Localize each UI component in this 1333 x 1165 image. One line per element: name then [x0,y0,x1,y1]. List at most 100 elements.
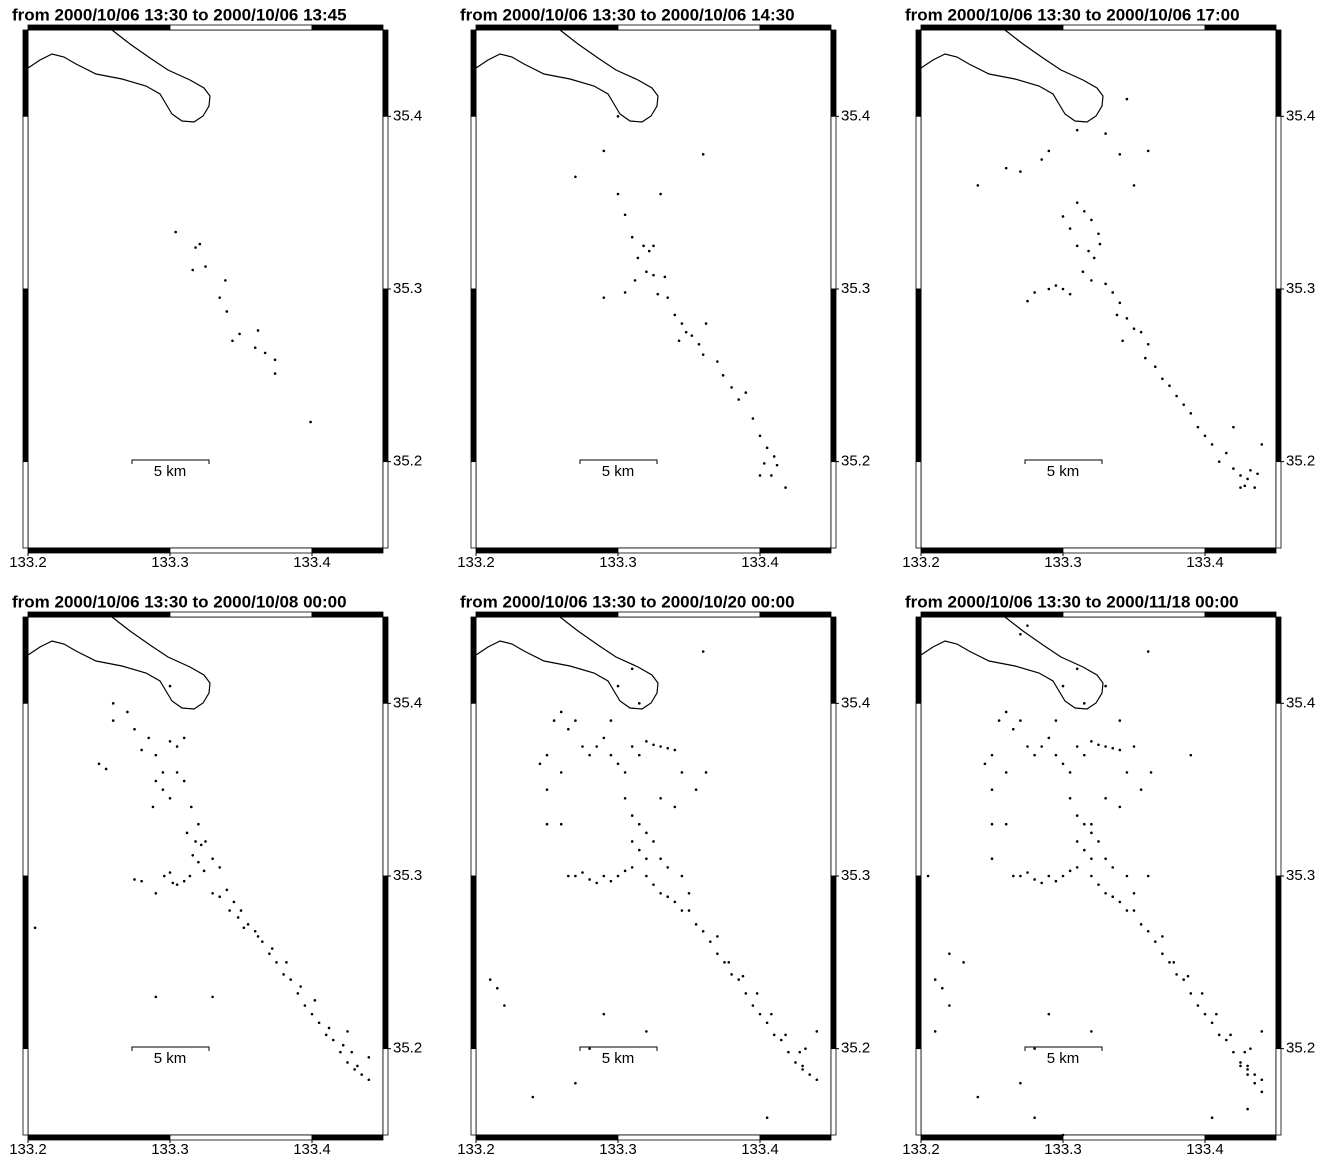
scale-label: 5 km [1047,463,1080,480]
epicenter [1225,451,1228,455]
epicenter [496,986,499,990]
epicenter [161,771,165,774]
epicenter [623,797,627,800]
epicenter [1104,684,1107,688]
x-tick-label: 133.2 [457,554,495,571]
x-tick-label: 133.4 [293,1141,331,1158]
epicenter [1083,702,1086,705]
epicenter [1075,667,1079,671]
epicenter [1040,745,1043,748]
epicenter [1083,822,1086,826]
frame-segment [830,115,837,290]
epicenter [659,745,662,748]
epicenter [1118,900,1122,904]
epicenter [770,1012,773,1016]
epicenter [1019,874,1022,878]
frame-segment [1275,875,1282,1050]
epicenter [1168,961,1171,964]
epicenter [194,840,197,843]
epicenter [680,322,684,325]
epicenter [1139,330,1143,334]
epicenter [941,986,944,990]
epicenter [645,270,648,274]
y-tick-label: 35.3 [1286,867,1315,884]
epicenter [1054,719,1058,722]
epicenter [704,322,708,325]
epicenter [623,291,627,294]
epicenter [1215,1012,1218,1016]
epicenter [730,973,733,976]
epicenter [350,1050,354,1054]
epicenter [701,153,705,156]
epicenter [552,719,556,722]
epicenter [765,446,769,450]
frame-segment [382,461,389,549]
epicenter [673,748,677,752]
frame-segment [22,29,29,117]
y-tick-label: 35.2 [841,453,870,470]
epicenter [652,840,655,843]
epicenter [574,719,577,722]
epicenter [697,342,701,346]
epicenter [623,869,627,873]
epicenter [1090,740,1093,743]
frame-segment [617,611,761,618]
x-tick-label: 133.3 [151,1141,189,1158]
epicenter [602,1012,606,1016]
map-area [920,616,1277,1136]
epicenter [246,923,250,926]
frame-segment [382,616,389,704]
epicenter [755,992,759,995]
map-panel: from 2000/10/06 13:30 to 2000/10/06 14:3… [457,5,870,570]
epicenter [197,822,200,826]
epicenter [1090,218,1093,222]
frame-segment [27,611,171,618]
epicenter [630,840,634,843]
epicenter [623,213,627,217]
epicenter [926,874,930,878]
epicenter [1083,848,1086,852]
y-tick-label: 35.4 [841,107,870,124]
epicenter [801,1068,804,1071]
epicenter [190,805,193,809]
epicenter [673,900,677,904]
frame-segment [1275,616,1282,704]
frame-segment [311,611,384,618]
scale-bar [131,459,210,464]
epicenter [367,1056,371,1059]
epicenter [168,740,172,743]
epicenter [1225,1038,1228,1042]
epicenter [1121,339,1124,343]
epicenter [356,1064,359,1068]
frame-segment [382,1048,389,1136]
frame-segment [830,29,837,117]
frame-segment [382,29,389,117]
epicenter [581,871,584,874]
epicenter [704,771,708,774]
epicenter [659,797,662,800]
epicenter [151,805,155,809]
frame-segment [1275,1048,1282,1136]
epicenter [948,952,951,955]
x-tick-label: 133.4 [1186,554,1224,571]
frame-segment [1204,547,1277,554]
frame-segment [915,461,922,549]
epicenter [1092,256,1096,260]
map-area [475,616,832,1136]
epicenter [680,771,684,774]
epicenter [588,753,591,757]
epicenter [191,268,195,272]
epicenter [1243,484,1247,488]
epicenter [1068,771,1072,774]
map-panel: from 2000/10/06 13:30 to 2000/11/18 00:0… [902,592,1315,1157]
epicenter [794,1061,797,1064]
epicenter [666,746,669,750]
epicenter [1146,874,1150,878]
epicenter [976,1095,980,1099]
epicenter [188,874,192,878]
map-area [920,29,1277,549]
frame-segment [1275,115,1282,290]
x-tick-label: 133.4 [741,1141,779,1158]
scale-bar [579,459,658,464]
